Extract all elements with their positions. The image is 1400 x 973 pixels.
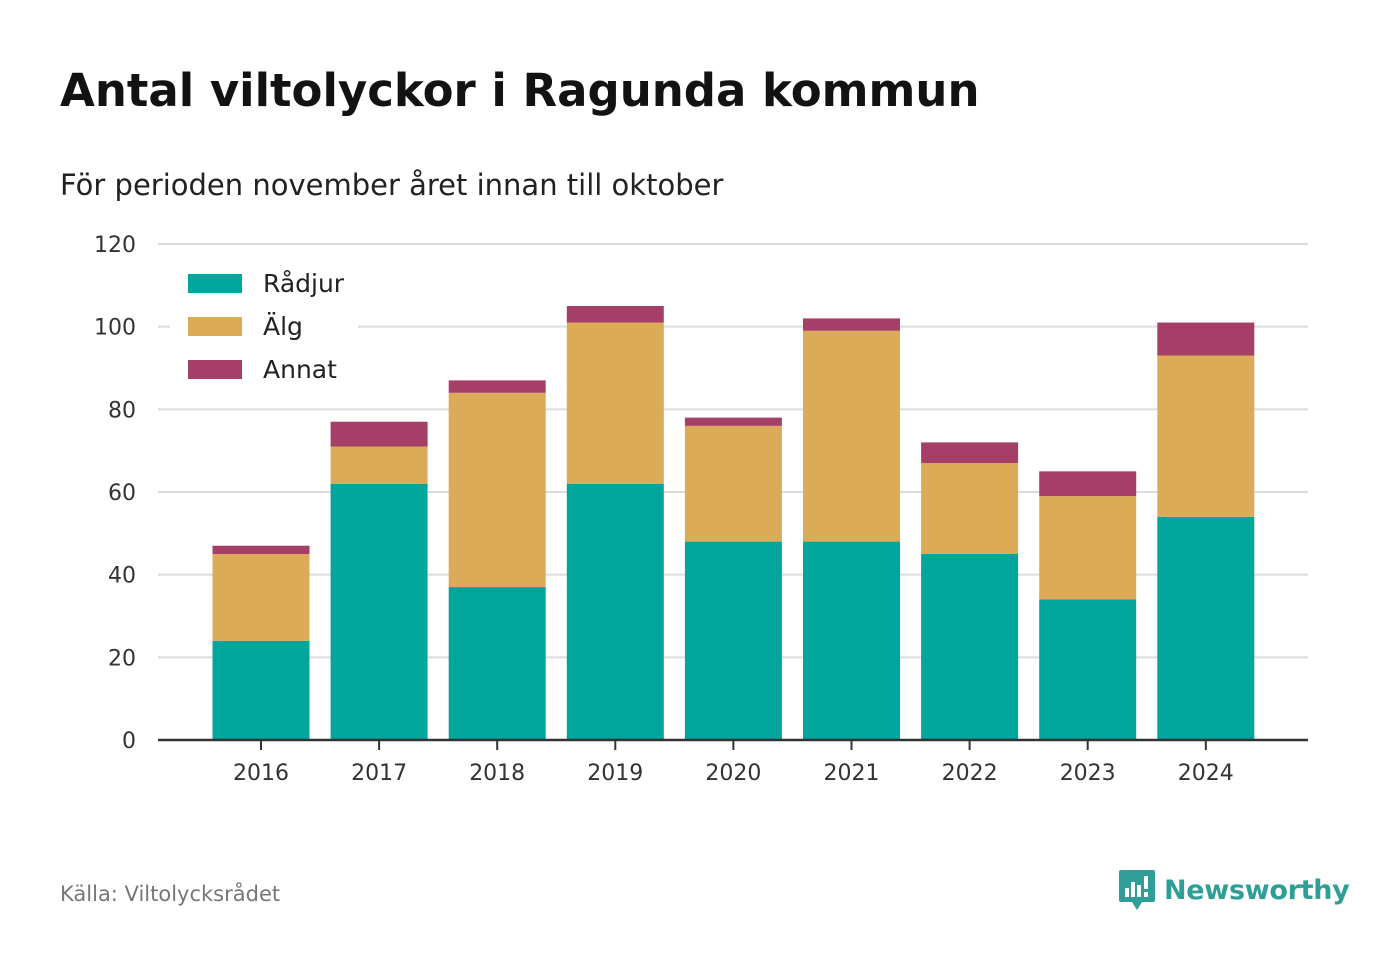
- source-note: Källa: Viltolycksrådet: [60, 882, 281, 906]
- y-tick-label: 0: [122, 729, 136, 754]
- bar-2021-Älg: [803, 330, 900, 542]
- chart-title: Antal viltolyckor i Ragunda kommun: [60, 64, 980, 117]
- x-tick-label: 2018: [469, 761, 525, 786]
- legend-swatch: [188, 317, 242, 336]
- x-tick-label: 2017: [351, 761, 407, 786]
- x-tick-label: 2023: [1060, 761, 1116, 786]
- bar-2024-Rådjur: [1157, 516, 1255, 740]
- bar-2017-Annat: [330, 421, 428, 447]
- bar-2023-Annat: [1039, 471, 1137, 497]
- legend: Rådjur Älg Annat: [170, 258, 358, 390]
- legend-label: Älg: [263, 312, 303, 341]
- x-tick-label: 2019: [587, 761, 643, 786]
- y-tick-label: 20: [108, 646, 136, 671]
- y-axis: 0 20 40 60 80 100 120: [94, 233, 136, 754]
- bar-2024-Älg: [1157, 355, 1255, 517]
- legend-label: Annat: [263, 355, 337, 384]
- legend-swatch: [188, 274, 242, 293]
- x-axis: 2016 2017 2018 2019 2020 2021 2022 2023 2024: [158, 738, 1308, 786]
- newsworthy-logo-icon: [1119, 870, 1155, 910]
- y-tick-label: 100: [94, 316, 136, 341]
- bar-2017-Rådjur: [330, 483, 428, 740]
- bar-2024-Annat: [1157, 322, 1255, 356]
- brand-name: Newsworthy: [1164, 874, 1350, 906]
- bar-2018-Älg: [448, 392, 546, 588]
- x-tick-label: 2024: [1178, 761, 1234, 786]
- bar-2020-Älg: [684, 425, 782, 542]
- chart-subtitle: För perioden november året innan till ok…: [60, 168, 724, 202]
- brand-logo: Newsworthy: [1118, 868, 1350, 912]
- bar-2019-Annat: [566, 306, 664, 323]
- x-tick-label: 2022: [942, 761, 998, 786]
- bars: [212, 306, 1255, 740]
- bar-2016-Rådjur: [212, 640, 310, 740]
- bar-2019-Rådjur: [566, 483, 664, 740]
- bar-2018-Annat: [448, 380, 546, 393]
- bar-2021-Rådjur: [803, 541, 900, 740]
- bar-2016-Älg: [212, 554, 310, 641]
- y-tick-label: 60: [108, 481, 136, 506]
- x-tick-label: 2020: [705, 761, 761, 786]
- bar-2020-Annat: [684, 417, 782, 426]
- x-tick-label: 2021: [824, 761, 880, 786]
- y-tick-label: 120: [94, 233, 136, 258]
- bar-2020-Rådjur: [684, 541, 782, 740]
- bar-2017-Älg: [330, 446, 428, 484]
- bar-2023-Älg: [1039, 496, 1137, 600]
- bar-2021-Annat: [803, 318, 900, 331]
- y-tick-label: 80: [108, 398, 136, 423]
- bar-2019-Älg: [566, 322, 664, 484]
- y-tick-label: 40: [108, 564, 136, 589]
- bar-2022-Älg: [921, 463, 1019, 554]
- x-tick-label: 2016: [233, 761, 289, 786]
- bar-2018-Rådjur: [448, 587, 546, 740]
- bar-2016-Annat: [212, 545, 310, 554]
- bar-2022-Rådjur: [921, 554, 1019, 740]
- bar-2023-Rådjur: [1039, 599, 1137, 740]
- legend-label: Rådjur: [263, 269, 345, 298]
- bar-2022-Annat: [921, 442, 1019, 464]
- legend-swatch: [188, 360, 242, 379]
